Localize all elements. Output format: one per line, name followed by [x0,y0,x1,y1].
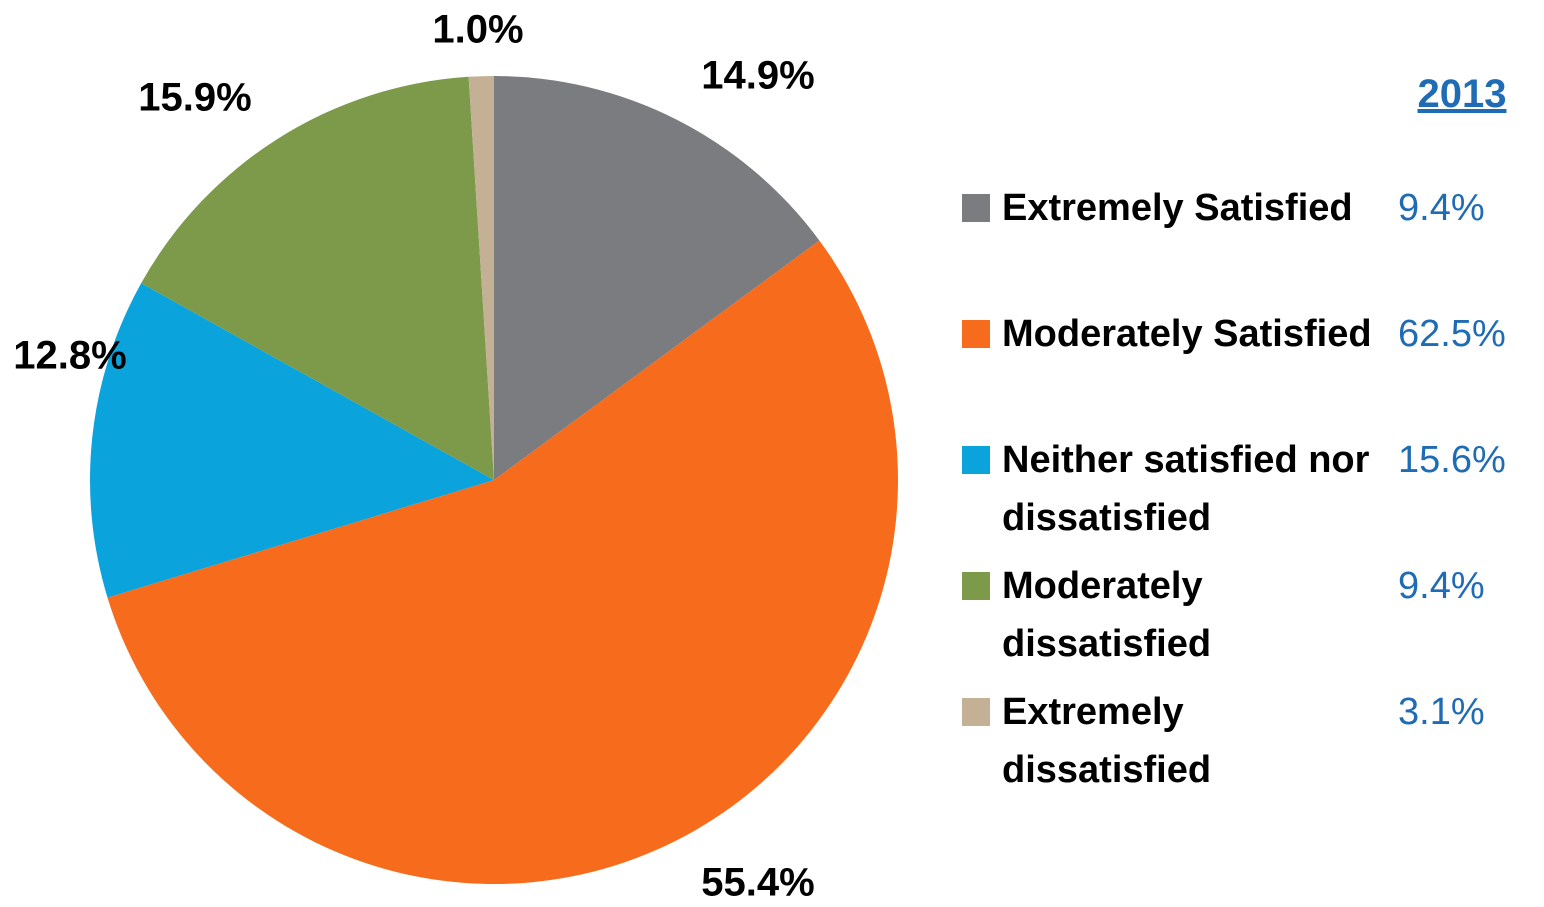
legend-swatch [962,698,990,726]
comparison-value: 62.5% [1398,313,1506,355]
legend-label: Extremely Satisfied [1002,187,1353,229]
legend-swatch [962,446,990,474]
legend-label: Moderately Satisfied [1002,313,1372,355]
pie-slice [494,76,820,480]
legend-item: Moderately Satisfied [962,311,1382,363]
legend-swatch [962,572,990,600]
legend-label: Moderately dissatisfied [1002,565,1212,665]
pie-slice [141,76,494,480]
data-label: 55.4% [701,861,814,905]
legend-item: Moderately dissatisfied [962,563,1382,673]
legend-swatch [962,194,990,222]
legend-label: Extremely dissatisfied [1002,691,1212,791]
comparison-title: 2013 [1417,72,1507,116]
pie-slice [90,283,495,598]
data-label: 12.8% [13,334,126,378]
legend-swatch [962,320,990,348]
comparison-value: 9.4% [1398,187,1485,229]
legend-item: Extremely Satisfied [962,185,1382,237]
pie-slice [468,76,494,480]
pie-slice [107,240,898,885]
comparison-value: 3.1% [1398,691,1485,733]
legend-label: Neither satisfied nor dissatisfied [1002,439,1370,539]
comparison-value: 15.6% [1398,439,1506,481]
legend-item: Extremely dissatisfied [962,689,1382,799]
data-label: 1.0% [432,8,523,52]
comparison-value: 9.4% [1398,565,1485,607]
data-label: 15.9% [138,76,251,120]
data-label: 14.9% [701,54,814,98]
legend-item: Neither satisfied nor dissatisfied [962,437,1382,547]
